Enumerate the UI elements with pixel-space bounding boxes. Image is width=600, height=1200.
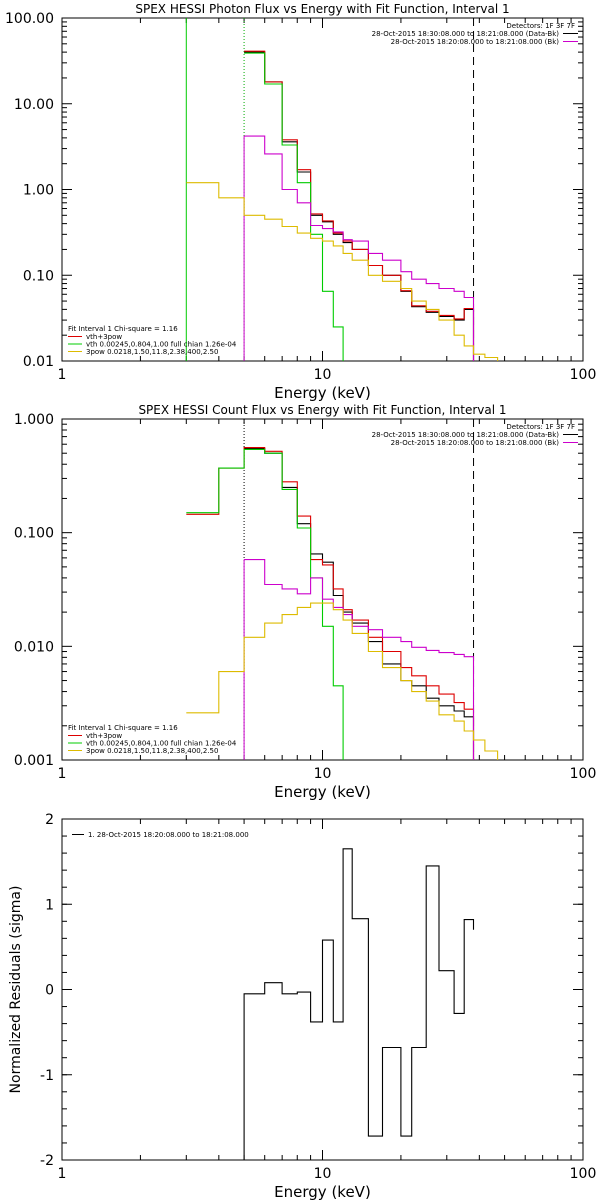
fit-legend-header: Fit Interval 1 Chi-square = 1.16: [68, 724, 178, 732]
fit-legend-entry: 3pow 0.0218,1.50,11.8,2.38,400,2.50: [86, 747, 218, 755]
series-1-line: [243, 848, 475, 1160]
y-tick-label: 1.000: [14, 412, 54, 428]
fit-legend-entry: vth 0.00245,0.804,1.00 full chian 1.26e-…: [86, 341, 237, 349]
series-3-line: [244, 52, 344, 361]
chart-panel-1: SPEX HESSI Photon Flux vs Energy with Fi…: [5, 2, 596, 402]
plot-frame: [61, 17, 584, 362]
interval-legend-text: 28-Oct-2015 18:30:08.000 to 18:21:08.000…: [372, 30, 560, 38]
interval-legend-text: 28-Oct-2015 18:30:08.000 to 18:21:08.000…: [372, 431, 560, 439]
x-tick-label: 1: [58, 367, 67, 383]
series-4-line: [244, 559, 475, 760]
chart-panel-2: SPEX HESSI Count Flux vs Energy with Fit…: [14, 403, 596, 801]
chart-title: SPEX HESSI Count Flux vs Energy with Fit…: [138, 403, 506, 417]
x-tick-label: 10: [314, 766, 332, 782]
series-3-line: [186, 448, 344, 760]
y-tick-label: 0.10: [23, 268, 54, 284]
interval-legend-text: 28-Oct-2015 18:20:08.000 to 18:21:08.000…: [391, 439, 560, 447]
y-tick-label: 0: [45, 983, 54, 999]
y-tick-label: 100.00: [5, 11, 54, 27]
x-axis-label: Energy (keV): [274, 384, 371, 402]
detectors-label: Detectors: 1F 3F 7F: [506, 423, 575, 431]
x-tick-label: 10: [314, 367, 332, 383]
series-5-line: [186, 602, 499, 760]
detectors-label: Detectors: 1F 3F 7F: [506, 22, 575, 30]
series-5-line: [186, 182, 499, 361]
fit-legend-entry: vth+3pow: [86, 732, 122, 740]
x-tick-label: 100: [570, 1166, 597, 1182]
fit-legend-entry: 3pow 0.0218,1.50,11.8,2.38,400,2.50: [86, 348, 218, 356]
x-axis-label: Energy (keV): [274, 1183, 371, 1200]
x-axis-label: Energy (keV): [274, 783, 371, 801]
y-tick-label: 1.00: [23, 183, 54, 199]
x-tick-label: 1: [58, 766, 67, 782]
y-tick-label: -2: [40, 1153, 54, 1169]
y-tick-label: 10.00: [14, 97, 54, 113]
fit-legend-entry: vth+3pow: [86, 333, 122, 341]
y-tick-label: 0.001: [14, 753, 54, 769]
residual-legend-text: 1. 28-Oct-2015 18:20:08.000 to 18:21:08.…: [88, 831, 249, 839]
y-tick-label: 0.01: [23, 354, 54, 370]
chart-title: SPEX HESSI Photon Flux vs Energy with Fi…: [135, 2, 509, 16]
x-tick-label: 100: [570, 367, 597, 383]
y-tick-label: 0.010: [14, 639, 54, 655]
x-tick-label: 1: [58, 1166, 67, 1182]
series-4-line: [244, 135, 475, 361]
chart-panel-3: 1 10 100 Energy (keV) -2 -1 0 1 2 Normalized Resi…: [8, 812, 596, 1200]
interval-legend-text: 28-Oct-2015 18:20:08.000 to 18:21:08.000…: [391, 38, 560, 46]
series-2-line: [186, 447, 475, 760]
x-tick-label: 10: [314, 1166, 332, 1182]
x-tick-label: 100: [570, 766, 597, 782]
y-tick-label: 1: [45, 897, 54, 913]
y-tick-label: 2: [45, 812, 54, 828]
fit-legend-entry: vth 0.00245,0.804,1.00 full chian 1.26e-…: [86, 740, 237, 748]
y-tick-label: -1: [40, 1068, 54, 1084]
y-axis-label: Normalized Residuals (sigma): [8, 886, 24, 1094]
y-tick-label: 0.100: [14, 526, 54, 542]
fit-legend-header: Fit Interval 1 Chi-square = 1.16: [68, 325, 178, 333]
